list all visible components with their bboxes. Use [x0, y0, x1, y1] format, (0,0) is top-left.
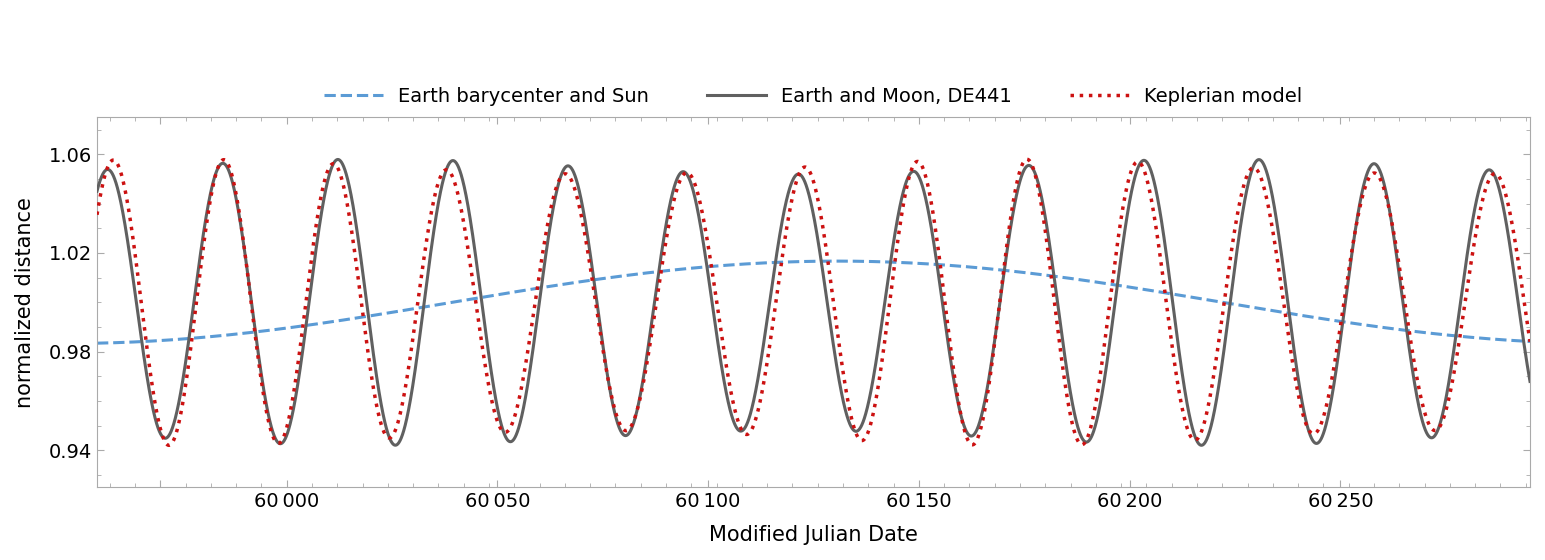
Earth and Moon, DE441: [1193, 442, 1211, 449]
Earth barycenter and Sun: [607, 273, 626, 280]
Earth barycenter and Sun: [936, 262, 955, 268]
Earth and Moon, DE441: [1227, 253, 1245, 260]
Earth and Moon, DE441: [936, 319, 955, 325]
Earth and Moon, DE441: [1151, 206, 1170, 212]
Line: Keplerian model: Keplerian model: [97, 159, 1530, 445]
Earth and Moon, DE441: [998, 244, 1017, 250]
Earth barycenter and Sun: [998, 267, 1017, 274]
Line: Earth and Moon, DE441: Earth and Moon, DE441: [97, 160, 1530, 445]
Keplerian model: [161, 442, 179, 449]
Keplerian model: [1018, 156, 1037, 162]
Legend: Earth barycenter and Sun, Earth and Moon, DE441, Keplerian model: Earth barycenter and Sun, Earth and Moon…: [317, 79, 1310, 114]
Earth and Moon, DE441: [607, 414, 626, 421]
Earth barycenter and Sun: [159, 337, 178, 343]
Keplerian model: [1520, 338, 1539, 345]
Keplerian model: [998, 236, 1017, 242]
Earth and Moon, DE441: [88, 188, 107, 194]
Earth and Moon, DE441: [1520, 378, 1539, 385]
Earth and Moon, DE441: [159, 432, 178, 438]
Earth barycenter and Sun: [88, 340, 107, 347]
Keplerian model: [88, 212, 107, 218]
Earth barycenter and Sun: [828, 258, 847, 264]
X-axis label: Modified Julian Date: Modified Julian Date: [709, 525, 918, 545]
Keplerian model: [1151, 250, 1170, 256]
Keplerian model: [607, 410, 626, 417]
Y-axis label: normalized distance: normalized distance: [15, 197, 36, 408]
Earth barycenter and Sun: [1520, 338, 1539, 345]
Line: Earth barycenter and Sun: Earth barycenter and Sun: [97, 261, 1530, 343]
Earth and Moon, DE441: [329, 156, 348, 163]
Keplerian model: [936, 300, 955, 307]
Keplerian model: [159, 442, 178, 449]
Keplerian model: [1227, 218, 1245, 225]
Earth barycenter and Sun: [1227, 301, 1245, 308]
Earth barycenter and Sun: [1151, 288, 1170, 295]
